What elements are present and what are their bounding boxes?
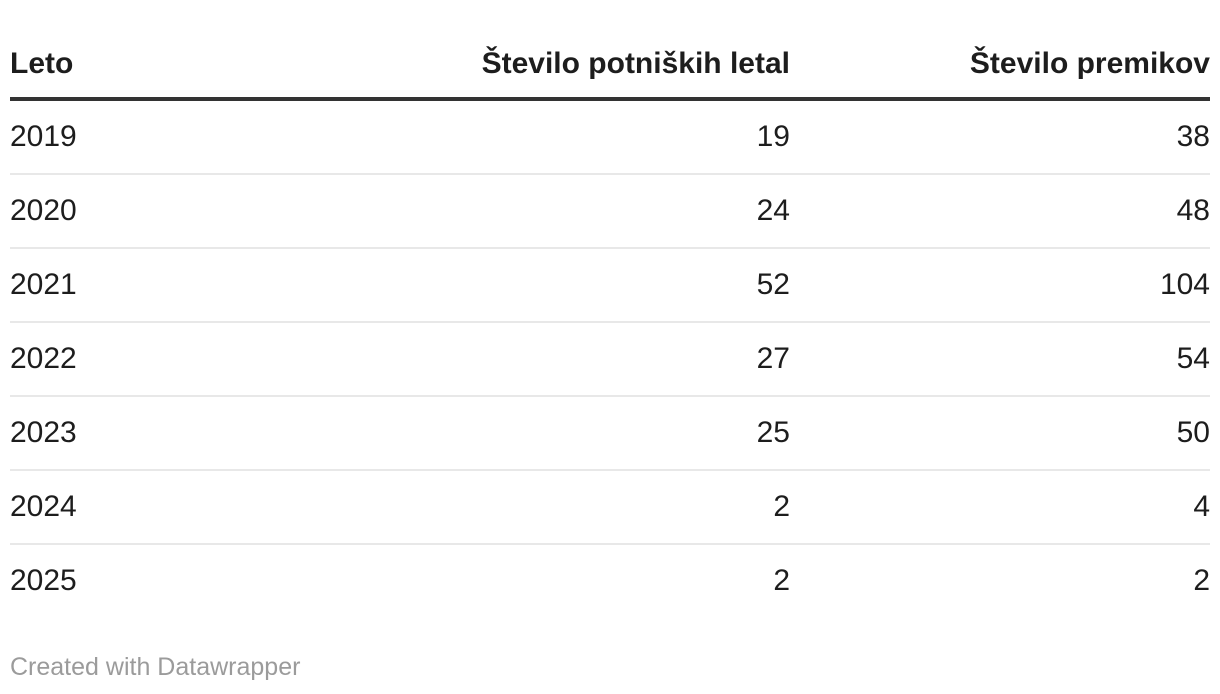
- data-table: Leto Število potniških letal Število pre…: [10, 0, 1210, 617]
- column-header-leto: Leto: [10, 0, 400, 101]
- column-header-stevilo-premikov: Število premikov: [790, 0, 1210, 101]
- movements-count-cell: 2: [1193, 564, 1210, 597]
- aircraft-count-cell: 2: [400, 470, 790, 545]
- column-header-stevilo-potniskih-letal: Število potniških letal: [400, 0, 790, 101]
- header-row: Leto Število potniških letal Število pre…: [10, 0, 1210, 101]
- table-row: 2023 25 50: [10, 396, 1210, 471]
- movements-count-cell: 104: [790, 248, 1210, 323]
- year-cell: 2024: [10, 470, 400, 545]
- movements-count-cell: 54: [790, 322, 1210, 397]
- year-cell: 2025: [10, 564, 77, 597]
- table-row: 2020 24 48: [10, 174, 1210, 249]
- aircraft-count-cell: 2: [773, 564, 790, 597]
- aircraft-count-cell: 52: [400, 248, 790, 323]
- year-cell: 2022: [10, 322, 400, 397]
- year-cell: 2020: [10, 174, 400, 249]
- aircraft-count-cell: 24: [400, 174, 790, 249]
- table-row: 2021 52 104: [10, 248, 1210, 323]
- table-row: 2025 2 2: [10, 544, 1210, 617]
- year-cell: 2021: [10, 248, 400, 323]
- table-row: 2022 27 54: [10, 322, 1210, 397]
- movements-count-cell: 4: [790, 470, 1210, 545]
- aircraft-count-cell: 19: [400, 99, 790, 175]
- attribution-link[interactable]: Created with Datawrapper: [10, 653, 301, 681]
- year-cell: 2019: [10, 99, 400, 175]
- movements-count-cell: 38: [790, 99, 1210, 175]
- year-cell: 2023: [10, 396, 400, 471]
- table-row: 2024 2 4: [10, 470, 1210, 545]
- aircraft-count-cell: 27: [400, 322, 790, 397]
- aircraft-count-cell: 25: [400, 396, 790, 471]
- movements-count-cell: 48: [790, 174, 1210, 249]
- table-row: 2019 19 38: [10, 99, 1210, 175]
- movements-count-cell: 50: [790, 396, 1210, 471]
